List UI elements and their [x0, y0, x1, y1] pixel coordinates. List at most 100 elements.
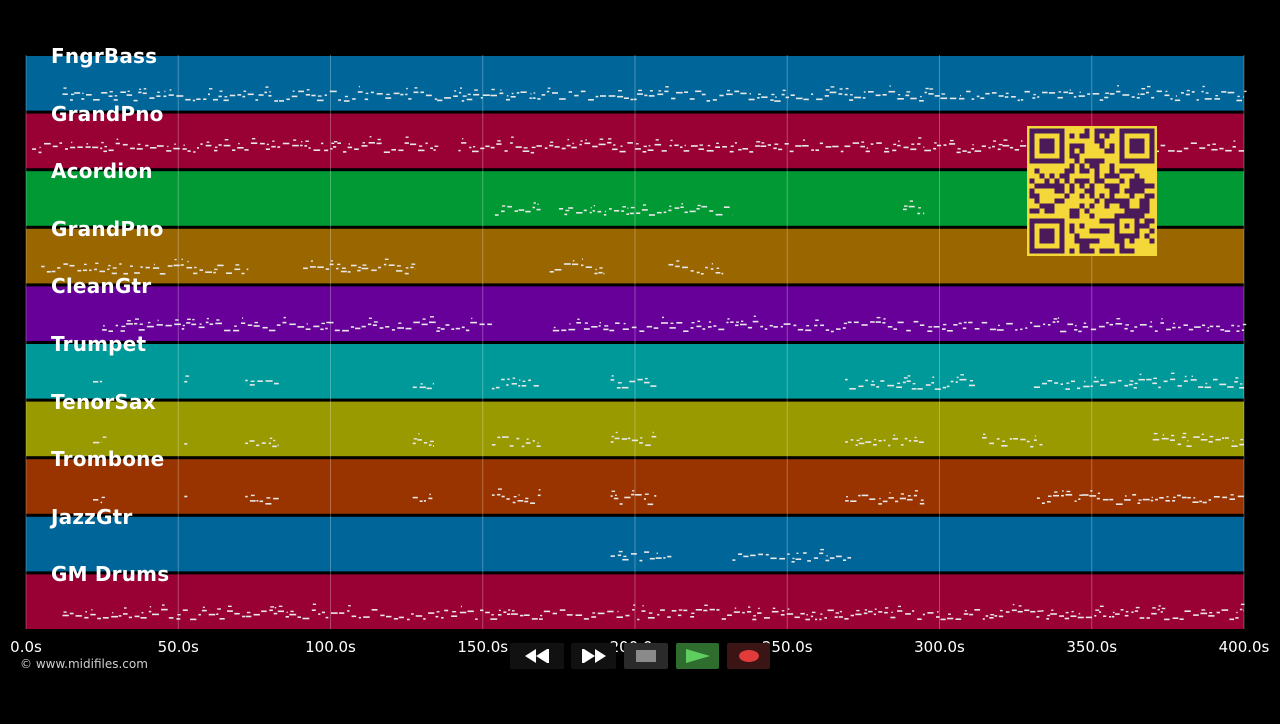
note [475, 618, 477, 620]
note [1124, 328, 1127, 330]
note [329, 322, 334, 324]
note [671, 98, 675, 100]
note [1239, 444, 1244, 446]
note [603, 329, 608, 331]
fast-forward-button[interactable] [571, 643, 616, 669]
note [241, 322, 245, 324]
note [1011, 96, 1016, 98]
note [997, 438, 1000, 440]
stop-button[interactable] [624, 643, 668, 669]
note [974, 609, 980, 611]
note [1161, 145, 1166, 147]
note [752, 619, 756, 621]
qr-module [1075, 209, 1080, 214]
note [620, 503, 623, 505]
note [640, 560, 643, 562]
note [882, 322, 885, 324]
note [560, 609, 566, 611]
note [1162, 608, 1166, 609]
note [618, 382, 622, 383]
note [1130, 380, 1134, 381]
qr-module [1095, 134, 1100, 139]
note [580, 140, 582, 141]
note [811, 616, 813, 618]
qr-module [1135, 209, 1140, 214]
note [269, 91, 270, 92]
note [487, 324, 492, 326]
note [727, 614, 732, 616]
note [219, 144, 222, 146]
note [611, 441, 614, 443]
note [562, 148, 566, 150]
note [257, 380, 263, 382]
note [926, 88, 929, 89]
note [129, 617, 132, 619]
note [415, 87, 418, 88]
note [1013, 604, 1015, 605]
note [1193, 614, 1199, 616]
note [1236, 100, 1242, 102]
note [920, 96, 922, 97]
note [1164, 381, 1168, 383]
note [918, 207, 921, 208]
note [990, 614, 994, 615]
note [770, 325, 773, 327]
note [1157, 91, 1162, 93]
track-label: TenorSax [51, 390, 156, 414]
note [242, 317, 243, 318]
note [342, 268, 346, 269]
note [1140, 324, 1147, 326]
note [635, 494, 642, 496]
note [345, 96, 348, 97]
time-tick-label: 50.0s [158, 638, 199, 656]
note [458, 150, 460, 152]
note [462, 138, 463, 139]
note [141, 617, 147, 619]
note [1151, 613, 1157, 615]
note [148, 322, 151, 323]
note [531, 152, 534, 154]
note [853, 142, 860, 144]
note [1212, 144, 1216, 145]
note [193, 273, 197, 275]
note [1225, 330, 1231, 332]
note [650, 385, 656, 387]
rewind-button[interactable] [510, 643, 564, 669]
note [661, 322, 668, 324]
note [1192, 91, 1195, 93]
note [656, 139, 659, 140]
note [1178, 327, 1181, 329]
qr-module [1040, 139, 1055, 154]
note [750, 555, 756, 557]
note [679, 609, 682, 610]
note [156, 95, 160, 97]
note [1183, 433, 1187, 434]
note [164, 91, 165, 92]
note [782, 94, 785, 96]
qr-module [1145, 224, 1150, 229]
note [205, 271, 212, 273]
note [1037, 497, 1040, 499]
note [662, 317, 664, 318]
qr-module [1110, 184, 1115, 189]
note [640, 437, 642, 438]
note [1205, 387, 1212, 389]
note [695, 91, 701, 93]
note [228, 606, 232, 607]
note [539, 618, 543, 620]
note [581, 91, 586, 93]
qr-module [1135, 184, 1140, 189]
record-button[interactable] [727, 643, 770, 669]
play-icon [685, 648, 711, 664]
note [584, 618, 589, 620]
note [1083, 326, 1088, 328]
note [683, 330, 688, 332]
note [828, 610, 834, 612]
play-button[interactable] [676, 643, 719, 669]
note [697, 321, 700, 322]
note [888, 445, 890, 447]
note [1105, 93, 1109, 94]
note [150, 606, 151, 607]
note [101, 142, 104, 143]
